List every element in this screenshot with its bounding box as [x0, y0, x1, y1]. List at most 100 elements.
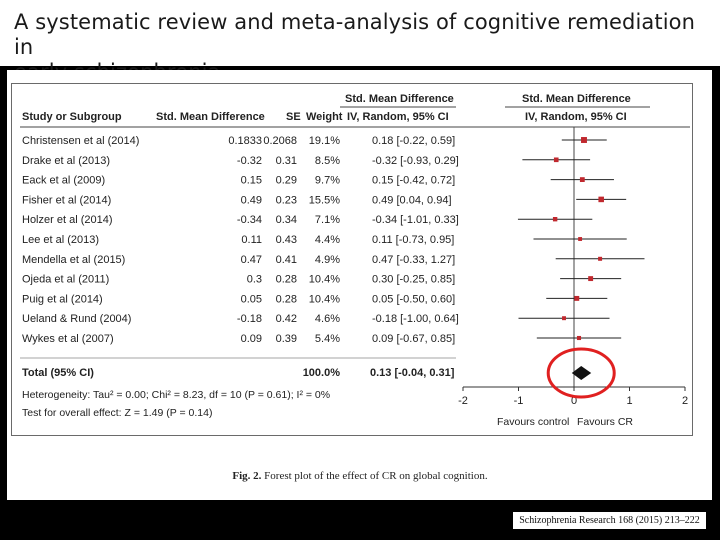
x-tick-label: -2 — [458, 395, 468, 407]
study-row: Holzer et al (2014) -0.34 0.34 7.1% -0.34 [-… — [22, 214, 459, 226]
study-marker — [553, 157, 559, 163]
study-marker — [598, 256, 603, 261]
total-ci: 0.13 [-0.04, 0.31] — [370, 367, 455, 379]
study-row: Ojeda et al (2011) 0.3 0.28 10.4% 0.30 [-0.2… — [22, 274, 455, 286]
study-name: Puig et al (2014) — [22, 293, 103, 305]
study-ci: -0.34 [-1.01, 0.33] — [372, 214, 459, 226]
study-ci: 0.49 [0.04, 0.94] — [372, 194, 452, 206]
study-smd: 0.1833 — [228, 135, 262, 147]
favours-right-label: Favours CR — [577, 416, 633, 428]
study-ci: 0.09 [-0.67, 0.85] — [372, 333, 455, 345]
header-smd: Std. Mean Difference — [156, 111, 265, 123]
study-weight: 4.6% — [315, 313, 340, 325]
study-ci: -0.18 [-1.00, 0.64] — [372, 313, 459, 325]
study-smd: 0.09 — [241, 333, 262, 345]
total-weight: 100.0% — [303, 367, 341, 379]
study-ci: -0.32 [-0.93, 0.29] — [372, 155, 459, 167]
header-study: Study or Subgroup — [22, 111, 122, 123]
study-name: Drake et al (2013) — [22, 155, 110, 167]
study-name: Holzer et al (2014) — [22, 214, 113, 226]
study-row: Drake et al (2013) -0.32 0.31 8.5% -0.32 [-0… — [22, 155, 459, 167]
x-tick-label: 0 — [571, 395, 577, 407]
study-weight: 10.4% — [309, 293, 340, 305]
column-headers: Study or Subgroup Std. Mean Difference S… — [22, 93, 631, 123]
x-tick-label: 1 — [626, 395, 632, 407]
study-smd: 0.49 — [241, 194, 262, 206]
study-smd: -0.32 — [237, 155, 262, 167]
study-rows: Christensen et al (2014) 0.1833 0.2068 19.1… — [22, 135, 459, 345]
study-name: Lee et al (2013) — [22, 234, 99, 246]
header-ci-top: Std. Mean Difference — [345, 93, 454, 105]
study-name: Christensen et al (2014) — [22, 135, 139, 147]
study-row: Eack et al (2009) 0.15 0.29 9.7% 0.15 [-0.42… — [22, 175, 455, 187]
study-se: 0.29 — [276, 175, 297, 187]
study-ci: 0.05 [-0.50, 0.60] — [372, 293, 455, 305]
caption-text: Forest plot of the effect of CR on globa… — [264, 470, 488, 482]
study-marker — [579, 177, 585, 183]
study-marker — [562, 316, 566, 321]
slide-title-line-1: A systematic review and meta-analysis of… — [14, 10, 695, 59]
study-smd: 0.47 — [241, 254, 262, 266]
study-se: 0.28 — [276, 293, 297, 305]
x-ticks: -2 -1 0 1 2 — [458, 387, 688, 407]
caption-label: Fig. 2. — [232, 470, 262, 482]
pooled-effect-diamond — [571, 366, 592, 380]
study-marker — [588, 276, 594, 282]
study-marker — [552, 217, 558, 222]
x-tick-label: -1 — [514, 395, 524, 407]
study-marks — [517, 137, 645, 341]
study-marker — [578, 237, 583, 241]
overall-effect-text: Test for overall effect: Z = 1.49 (P = 0… — [22, 407, 212, 419]
study-se: 0.28 — [276, 274, 297, 286]
x-tick-label: 2 — [682, 395, 688, 407]
study-name: Ueland & Rund (2004) — [22, 313, 131, 325]
favours-left-label: Favours control — [497, 416, 569, 428]
header-se: SE — [286, 111, 301, 123]
study-weight: 10.4% — [309, 274, 340, 286]
study-se: 0.34 — [276, 214, 297, 226]
study-se: 0.39 — [276, 333, 297, 345]
study-weight: 19.1% — [309, 135, 340, 147]
header-plot-bottom: IV, Random, 95% CI — [525, 111, 627, 123]
figure-caption: Fig. 2. Forest plot of the effect of CR … — [0, 470, 720, 482]
study-ci: 0.11 [-0.73, 0.95] — [372, 234, 454, 246]
study-smd: 0.05 — [241, 293, 262, 305]
study-row: Fisher et al (2014) 0.49 0.23 15.5% 0.49 [0.… — [22, 194, 452, 206]
study-se: 0.43 — [276, 234, 297, 246]
study-weight: 7.1% — [315, 214, 340, 226]
study-ci: 0.15 [-0.42, 0.72] — [372, 175, 455, 187]
study-marker — [576, 335, 582, 341]
study-weight: 8.5% — [315, 155, 340, 167]
study-name: Eack et al (2009) — [22, 175, 105, 187]
total-label: Total (95% CI) — [22, 367, 94, 379]
study-ci: 0.18 [-0.22, 0.59] — [372, 135, 455, 147]
study-row: Christensen et al (2014) 0.1833 0.2068 19.1… — [22, 135, 455, 147]
study-marker — [574, 295, 580, 301]
study-name: Fisher et al (2014) — [22, 194, 111, 206]
study-smd: 0.15 — [241, 175, 262, 187]
header-plot-top: Std. Mean Difference — [522, 93, 631, 105]
figure-frame — [7, 70, 712, 500]
heterogeneity-text: Heterogeneity: Tau² = 0.00; Chi² = 8.23,… — [22, 389, 330, 401]
study-weight: 9.7% — [315, 175, 340, 187]
study-smd: 0.3 — [247, 274, 262, 286]
study-row: Puig et al (2014) 0.05 0.28 10.4% 0.05 [-0.5… — [22, 293, 455, 305]
study-smd: -0.34 — [237, 214, 262, 226]
study-smd: -0.18 — [237, 313, 262, 325]
study-name: Ojeda et al (2011) — [22, 274, 109, 286]
journal-citation: Schizophrenia Research 168 (2015) 213–22… — [513, 512, 706, 529]
study-smd: 0.11 — [241, 234, 262, 246]
study-weight: 4.9% — [315, 254, 340, 266]
study-weight: 4.4% — [315, 234, 340, 246]
study-se: 0.23 — [276, 194, 297, 206]
study-marker — [581, 137, 587, 143]
study-name: Wykes et al (2007) — [22, 333, 114, 345]
study-se: 0.41 — [276, 254, 297, 266]
header-ci-bottom: IV, Random, 95% CI — [347, 111, 449, 123]
study-name: Mendella et al (2015) — [22, 254, 125, 266]
study-weight: 15.5% — [309, 194, 340, 206]
study-marker — [598, 196, 604, 203]
plot-area: -2 -1 0 1 2 Favours control Favours CR — [458, 127, 688, 428]
study-row: Ueland & Rund (2004) -0.18 0.42 4.6% -0.18 [… — [22, 313, 459, 325]
